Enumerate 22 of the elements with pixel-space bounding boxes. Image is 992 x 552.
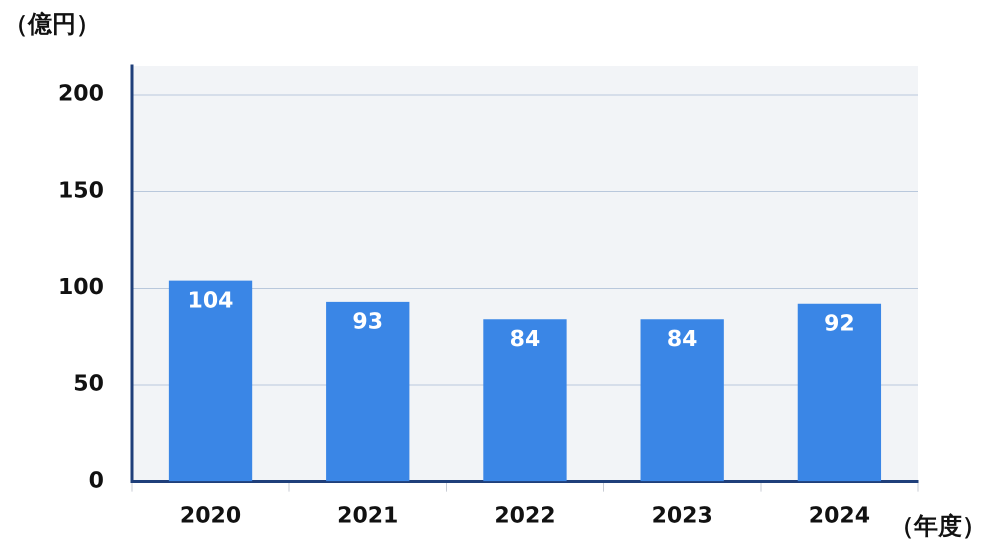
x-tick-label: 2023 (652, 504, 713, 529)
x-tick-label: 2020 (180, 504, 242, 529)
bar (483, 319, 567, 482)
y-tick-label: 200 (58, 82, 104, 107)
y-tick-label: 100 (58, 275, 104, 300)
x-tick-label: 2021 (337, 504, 398, 529)
x-tick-label: 2022 (494, 504, 556, 529)
y-tick-label: 50 (73, 372, 104, 397)
y-tick-label: 150 (58, 178, 104, 204)
x-axis-title: （年度） (890, 511, 986, 542)
y-tick-label: 0 (88, 468, 104, 494)
data-label: 84 (510, 326, 540, 352)
bar (168, 280, 252, 482)
bar (326, 302, 410, 482)
x-tick-label: 2024 (808, 504, 870, 529)
data-label: 104 (188, 288, 234, 314)
y-axis-title: （億円） (4, 9, 100, 40)
bar (798, 304, 882, 482)
data-label: 84 (666, 326, 698, 352)
bar (640, 319, 724, 482)
data-label: 92 (824, 311, 855, 336)
data-label: 93 (352, 310, 384, 335)
